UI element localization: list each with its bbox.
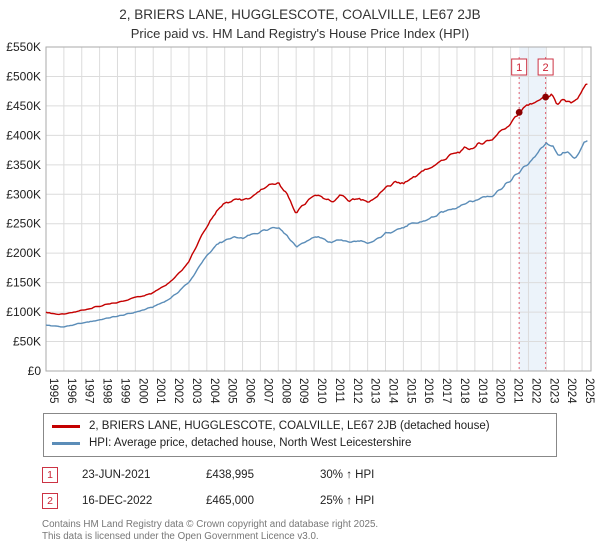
svg-text:2010: 2010 (315, 378, 327, 404)
svg-text:£200K: £200K (6, 246, 41, 260)
price-history-chart: £0 £50K £100K £150K £200K £250K £300K £350K £400… (6, 41, 595, 404)
svg-text:£100K: £100K (6, 305, 41, 319)
svg-text:1998: 1998 (101, 378, 113, 404)
svg-text:2013: 2013 (369, 378, 381, 404)
svg-text:£150K: £150K (6, 276, 41, 290)
svg-text:2008: 2008 (279, 378, 291, 404)
svg-text:£500K: £500K (6, 69, 41, 83)
svg-text:2012: 2012 (351, 378, 363, 404)
page-subtitle: Price paid vs. HM Land Registry's House … (130, 26, 470, 41)
svg-text:2011: 2011 (333, 378, 345, 403)
legend-label-hpi: HPI: Average price, detached house, Nort… (89, 437, 412, 449)
svg-text:1: 1 (516, 62, 522, 74)
svg-text:2021: 2021 (512, 378, 524, 404)
svg-text:2017: 2017 (440, 378, 452, 404)
legend-item-hpi: HPI: Average price, detached house, Nort… (52, 435, 548, 452)
svg-text:2: 2 (543, 62, 549, 74)
legend-item-property: 2, BRIERS LANE, HUGGLESCOTE, COALVILLE, … (52, 418, 548, 435)
sale-date-2: 16-DEC-2022 (82, 495, 153, 507)
svg-text:2016: 2016 (422, 378, 434, 404)
sale-annotations: 1 23-JUN-2021 £438,995 30% ↑ HPI 2 16-DE… (42, 467, 600, 509)
chart-legend: 2, BRIERS LANE, HUGGLESCOTE, COALVILLE, … (43, 413, 557, 457)
legend-label-property: 2, BRIERS LANE, HUGGLESCOTE, COALVILLE, … (89, 420, 490, 432)
sale-price-2: £465,000 (206, 495, 254, 507)
svg-text:£550K: £550K (6, 41, 41, 54)
sale-annotation-row-1: 1 23-JUN-2021 £438,995 30% ↑ HPI (42, 467, 600, 483)
svg-text:2000: 2000 (136, 378, 148, 404)
svg-text:2005: 2005 (226, 378, 238, 404)
sale-hpi-delta-1: 30% ↑ HPI (320, 469, 375, 481)
svg-text:2019: 2019 (476, 378, 488, 404)
svg-text:£350K: £350K (6, 158, 41, 172)
svg-text:£450K: £450K (6, 99, 41, 113)
svg-text:2001: 2001 (154, 378, 166, 404)
svg-text:2018: 2018 (458, 378, 470, 404)
svg-text:2002: 2002 (172, 378, 184, 404)
svg-text:1995: 1995 (47, 378, 59, 404)
svg-text:2006: 2006 (244, 378, 256, 404)
svg-text:1997: 1997 (83, 378, 95, 404)
svg-text:2003: 2003 (190, 378, 202, 404)
svg-text:2014: 2014 (387, 378, 399, 404)
svg-text:£50K: £50K (13, 335, 41, 349)
page-title: 2, BRIERS LANE, HUGGLESCOTE, COALVILLE, … (119, 7, 481, 22)
sale-hpi-delta-2: 25% ↑ HPI (320, 495, 375, 507)
svg-text:2009: 2009 (297, 378, 309, 404)
svg-text:2007: 2007 (261, 378, 273, 404)
svg-text:2023: 2023 (547, 378, 559, 404)
sale-price-1: £438,995 (206, 469, 254, 481)
hpi-line-swatch (52, 442, 80, 445)
svg-text:2004: 2004 (208, 378, 220, 404)
svg-text:£400K: £400K (6, 128, 41, 142)
svg-text:2025: 2025 (583, 378, 595, 404)
svg-text:£300K: £300K (6, 187, 41, 201)
svg-text:2015: 2015 (404, 378, 416, 404)
svg-text:1999: 1999 (118, 378, 130, 404)
svg-text:£0: £0 (28, 364, 42, 378)
property-line-swatch (52, 425, 80, 428)
sale-date-1: 23-JUN-2021 (82, 469, 151, 481)
footer-line-2: This data is licensed under the Open Gov… (42, 531, 319, 542)
svg-text:2020: 2020 (494, 378, 506, 404)
sale-number-badge-2: 2 (42, 493, 58, 509)
svg-text:2022: 2022 (529, 378, 541, 404)
svg-text:£250K: £250K (6, 217, 41, 231)
footer-line-1: Contains HM Land Registry data © Crown c… (42, 519, 379, 530)
sale-annotation-row-2: 2 16-DEC-2022 £465,000 25% ↑ HPI (42, 493, 600, 509)
svg-text:2024: 2024 (565, 378, 577, 404)
sale-number-badge-1: 1 (42, 467, 58, 483)
svg-text:1996: 1996 (65, 378, 77, 404)
license-footer: Contains HM Land Registry data © Crown c… (42, 519, 600, 543)
